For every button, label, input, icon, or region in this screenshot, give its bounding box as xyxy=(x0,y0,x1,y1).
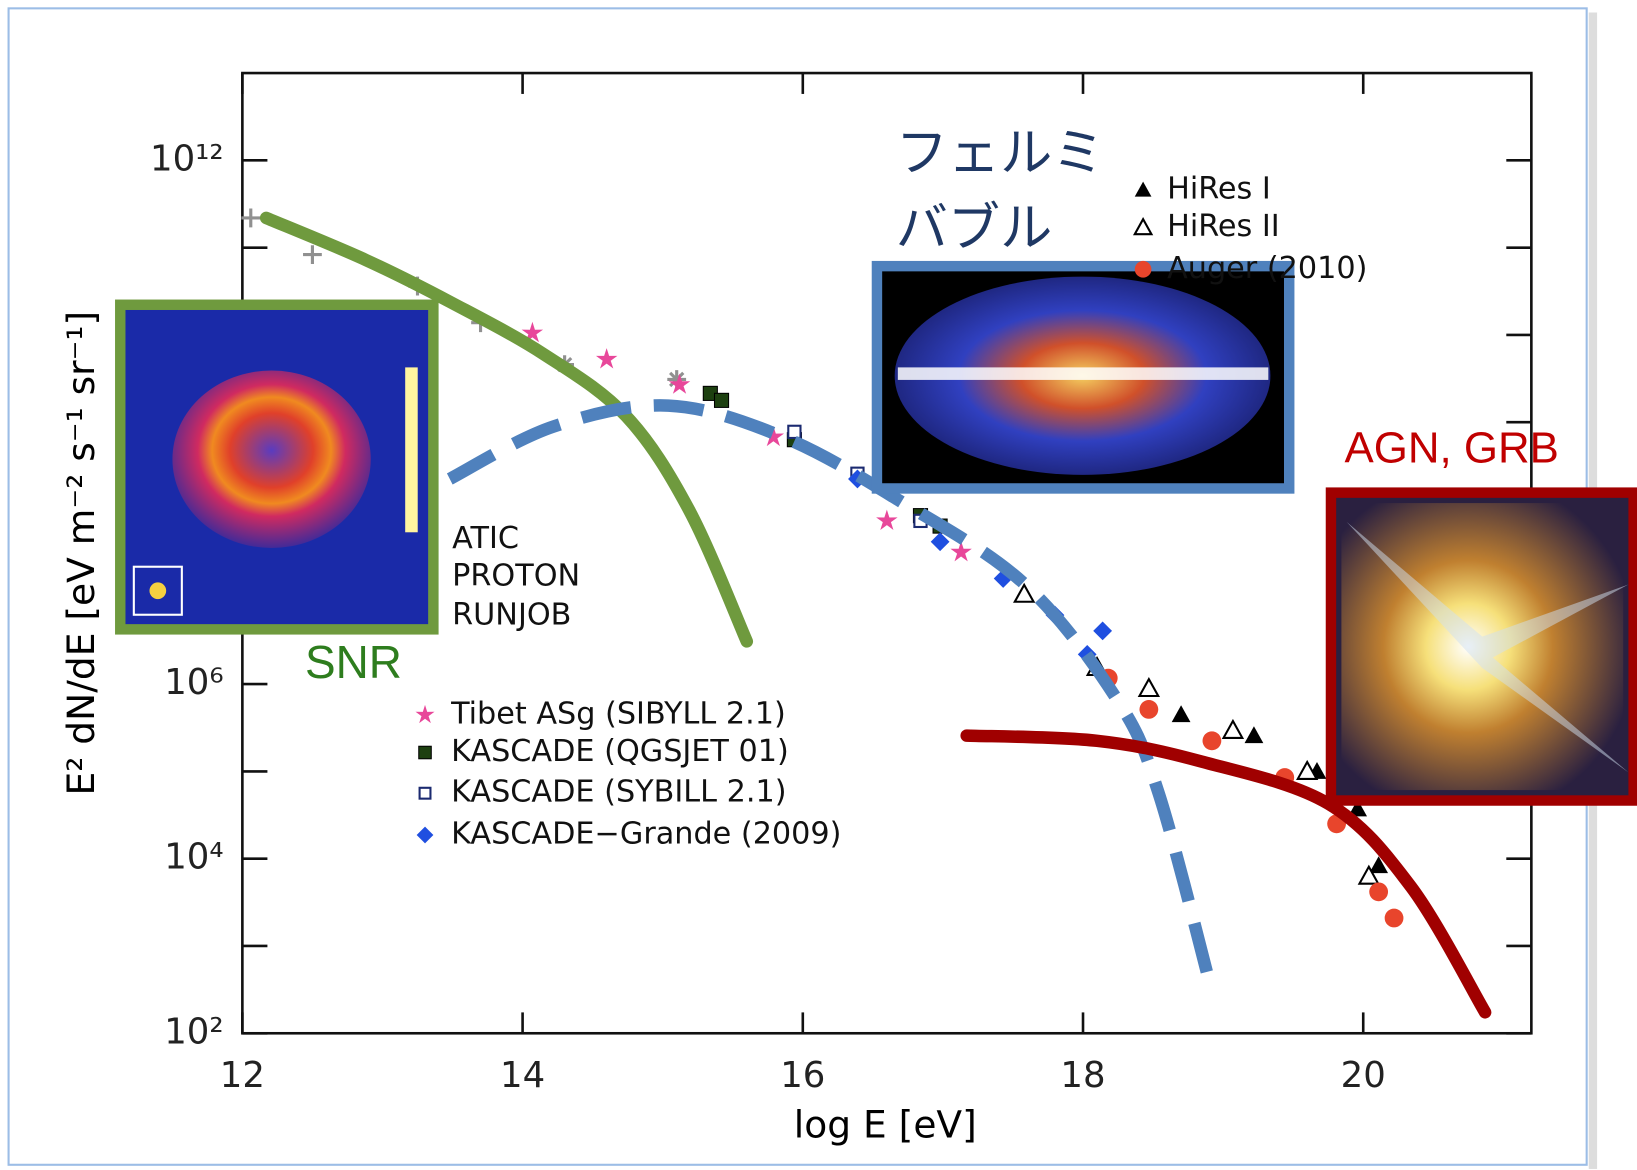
marker-circle xyxy=(1369,882,1388,901)
legend-label: KASCADE−Grande (2009) xyxy=(451,816,841,851)
x-tick-label: 12 xyxy=(220,1055,265,1096)
legend-label: HiRes II xyxy=(1167,209,1280,244)
legend-label: Auger (2010) xyxy=(1167,251,1367,286)
x-axis-label: log E [eV] xyxy=(794,1103,977,1147)
psf-spot xyxy=(149,582,166,599)
y-tick-label: 10² xyxy=(164,1011,223,1052)
legend-label: Tibet ASg (SIBYLL 2.1) xyxy=(450,696,786,731)
legend-label: ATIC xyxy=(452,521,519,556)
x-tick-label: 18 xyxy=(1060,1055,1105,1096)
marker-square xyxy=(714,393,728,407)
marker-square-open xyxy=(420,788,431,799)
legend-label: RUNJOB xyxy=(452,597,571,632)
legend-label: KASCADE (SYBILL 2.1) xyxy=(451,775,786,810)
marker-circle xyxy=(1203,731,1222,750)
marker-square-open xyxy=(788,426,800,438)
marker-circle xyxy=(1385,909,1404,928)
x-tick-label: 16 xyxy=(780,1055,825,1096)
snr-remnant xyxy=(172,371,370,548)
legend-label: PROTON xyxy=(452,559,580,594)
legend-label: HiRes I xyxy=(1167,171,1271,206)
model-label: SNR xyxy=(305,636,402,688)
legend-label: KASCADE (QGSJET 01) xyxy=(451,734,789,769)
marker-circle xyxy=(1139,700,1158,719)
chart: 12 14 16 18 20 10² 10⁴ 10⁶ 10¹² log E [eV] E² dN… xyxy=(0,0,1637,1170)
galactic-plane xyxy=(898,367,1269,380)
y-tick-label: 10⁶ xyxy=(164,662,223,703)
y-axis-label: E² dN/dE [eV m⁻² s⁻¹ sr⁻¹] xyxy=(59,311,103,796)
model-label: フェルミ xyxy=(896,124,1105,184)
x-tick-label: 20 xyxy=(1341,1055,1386,1096)
y-tick-label: 10¹² xyxy=(150,138,224,179)
x-tick-label: 14 xyxy=(500,1055,545,1096)
snr-colorbar xyxy=(405,367,418,532)
model-label: バブル xyxy=(896,199,1053,259)
marker-circle xyxy=(1135,261,1152,278)
y-tick-label: 10⁴ xyxy=(164,837,223,878)
model-label: AGN, GRB xyxy=(1345,423,1559,472)
marker-square xyxy=(419,746,432,759)
